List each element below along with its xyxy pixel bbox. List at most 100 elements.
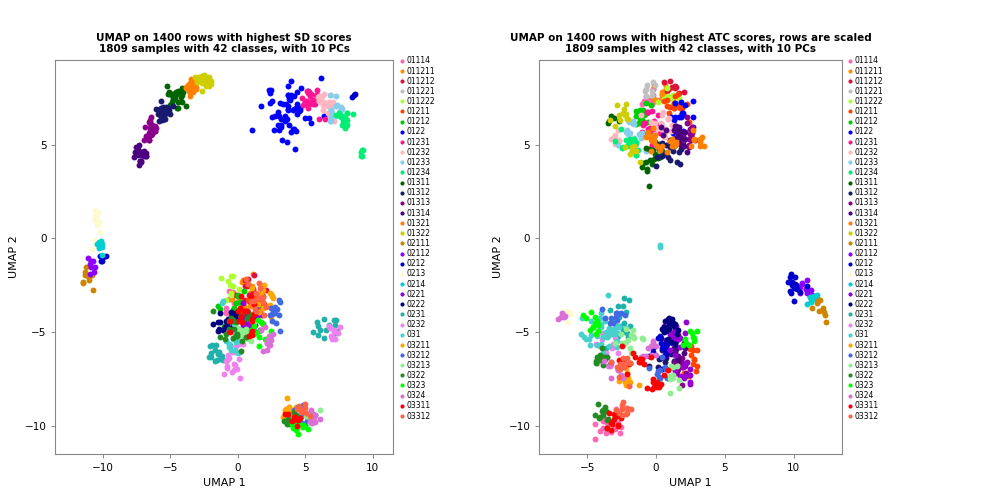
- Point: [612, 356, 628, 364]
- Point: [247, 321, 263, 329]
- Point: [666, 328, 682, 336]
- Point: [280, 417, 296, 425]
- Point: [601, 326, 617, 334]
- Point: [353, 152, 369, 160]
- Point: [304, 328, 321, 336]
- Point: [663, 350, 679, 358]
- Point: [226, 360, 242, 368]
- Point: [601, 117, 617, 125]
- Point: [255, 301, 271, 309]
- Point: [682, 327, 699, 335]
- Point: [673, 354, 689, 362]
- Point: [157, 115, 173, 123]
- Point: [666, 358, 682, 366]
- Point: [652, 240, 668, 248]
- Point: [218, 317, 234, 325]
- Point: [560, 308, 577, 316]
- Point: [664, 362, 680, 370]
- Point: [296, 97, 312, 105]
- Point: [657, 344, 673, 352]
- Point: [592, 314, 608, 322]
- Point: [154, 115, 170, 123]
- Point: [80, 272, 96, 280]
- Point: [210, 350, 226, 358]
- Point: [667, 364, 683, 372]
- Y-axis label: UMAP 2: UMAP 2: [9, 236, 19, 278]
- Point: [670, 125, 686, 133]
- Point: [213, 318, 229, 326]
- Point: [661, 77, 677, 85]
- Point: [266, 125, 282, 134]
- Point: [635, 352, 651, 360]
- Point: [615, 398, 631, 406]
- Point: [275, 413, 291, 421]
- Point: [221, 325, 237, 333]
- Point: [297, 412, 313, 420]
- Point: [692, 136, 709, 144]
- Point: [323, 106, 339, 114]
- Point: [134, 151, 150, 159]
- Point: [602, 319, 618, 327]
- Point: [215, 355, 231, 363]
- Point: [627, 140, 643, 148]
- Point: [302, 119, 319, 127]
- Point: [610, 349, 626, 357]
- Point: [150, 110, 166, 118]
- Point: [654, 120, 670, 129]
- Point: [242, 302, 258, 310]
- Point: [248, 304, 264, 312]
- Point: [665, 333, 681, 341]
- Point: [622, 140, 638, 148]
- Point: [218, 337, 234, 345]
- Point: [157, 105, 173, 113]
- Point: [596, 356, 612, 364]
- Point: [299, 104, 316, 112]
- Point: [306, 411, 323, 419]
- Point: [558, 308, 575, 316]
- Point: [287, 417, 303, 425]
- Point: [609, 101, 625, 109]
- Point: [304, 96, 321, 104]
- Point: [286, 414, 302, 422]
- Point: [666, 339, 682, 347]
- Point: [170, 87, 186, 95]
- Point: [280, 82, 296, 90]
- Point: [242, 323, 258, 331]
- Point: [278, 138, 294, 146]
- Point: [324, 333, 340, 341]
- Point: [279, 420, 295, 428]
- Point: [633, 134, 649, 142]
- Point: [672, 101, 688, 109]
- Point: [89, 238, 105, 246]
- Point: [616, 105, 632, 113]
- Point: [803, 304, 820, 312]
- Point: [225, 273, 241, 281]
- Point: [676, 374, 692, 383]
- Point: [285, 106, 301, 114]
- Point: [136, 136, 152, 144]
- Point: [319, 100, 335, 108]
- Point: [185, 88, 202, 96]
- Point: [280, 105, 296, 113]
- Point: [604, 358, 620, 366]
- Point: [79, 263, 95, 271]
- Point: [651, 383, 667, 391]
- Point: [626, 120, 642, 129]
- Point: [667, 113, 683, 121]
- Point: [194, 79, 210, 87]
- Point: [799, 282, 815, 290]
- Point: [302, 406, 319, 414]
- Point: [686, 334, 703, 342]
- Point: [587, 420, 603, 428]
- Point: [615, 109, 631, 117]
- Point: [282, 419, 298, 427]
- Point: [680, 118, 697, 126]
- Point: [230, 311, 246, 319]
- Point: [202, 353, 218, 361]
- Point: [297, 99, 313, 107]
- Point: [658, 125, 674, 134]
- Point: [288, 127, 304, 135]
- Point: [180, 81, 197, 89]
- Point: [641, 96, 657, 104]
- Point: [614, 411, 630, 419]
